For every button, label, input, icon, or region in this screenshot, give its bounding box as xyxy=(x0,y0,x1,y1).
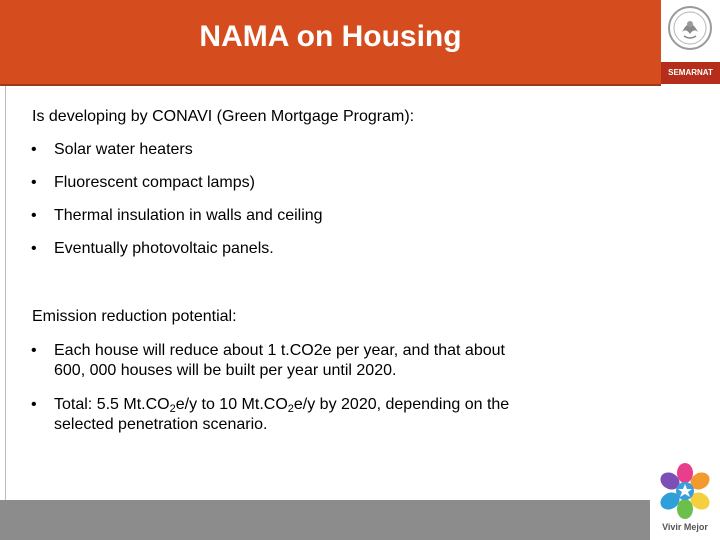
section-heading-conavi: Is developing by CONAVI (Green Mortgage … xyxy=(32,108,415,125)
slide-title: NAMA on Housing xyxy=(199,20,462,53)
semarnat-logo: SEMARNAT xyxy=(661,0,720,88)
bullet-icon: • xyxy=(31,174,37,191)
bullet-icon: • xyxy=(31,141,37,158)
section-heading-emission: Emission reduction potential: xyxy=(32,308,237,325)
vivir-mejor-label: Vivir Mejor xyxy=(662,522,708,532)
bullet-icon: • xyxy=(31,342,37,359)
bullet-icon: • xyxy=(31,207,37,224)
semarnat-label: SEMARNAT xyxy=(661,62,720,84)
left-border-line xyxy=(5,86,6,500)
bullet-icon: • xyxy=(31,396,37,413)
vivir-mejor-logo: Vivir Mejor xyxy=(650,460,720,540)
bullet-icon: • xyxy=(31,240,37,257)
title-divider xyxy=(0,84,661,86)
mexico-coat-of-arms-icon xyxy=(668,6,712,50)
vivir-mejor-flower-icon xyxy=(659,463,711,519)
title-bar: NAMA on Housing xyxy=(0,0,661,84)
footer-bar xyxy=(0,500,661,540)
